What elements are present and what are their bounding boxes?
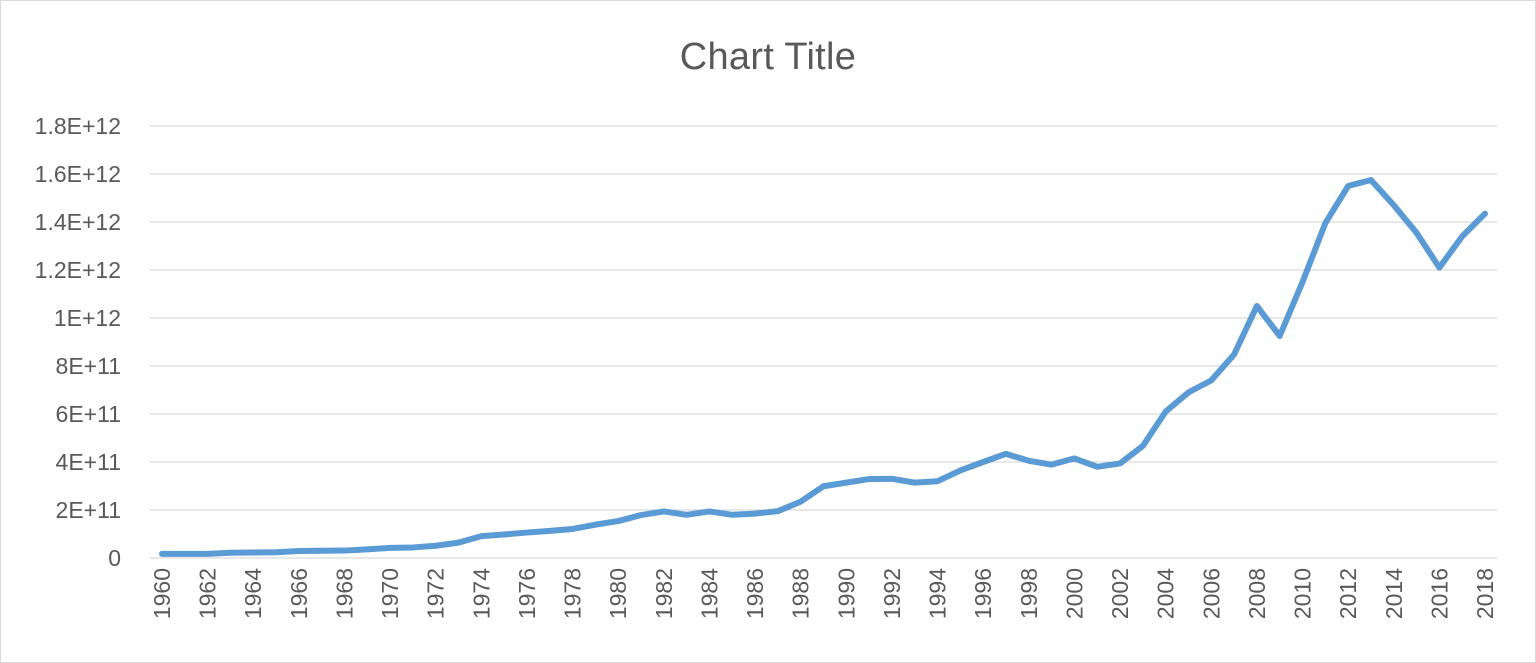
x-tick-label: 2010 xyxy=(1290,568,1316,619)
x-tick-label: 2000 xyxy=(1061,568,1087,619)
x-tick-label: 1998 xyxy=(1016,568,1042,619)
y-tick-label: 1E+12 xyxy=(54,305,121,331)
x-tick-label: 1962 xyxy=(195,568,221,619)
x-tick-label: 1990 xyxy=(833,568,859,619)
y-tick-label: 0 xyxy=(108,545,121,571)
x-tick-label: 1988 xyxy=(788,568,814,619)
x-tick-label: 1992 xyxy=(879,568,905,619)
x-tick-label: 1978 xyxy=(560,568,586,619)
chart-title: Chart Title xyxy=(679,36,857,78)
x-tick-label: 2006 xyxy=(1198,568,1224,619)
y-tick-label: 1.2E+12 xyxy=(35,257,121,283)
x-tick-label: 1982 xyxy=(651,568,677,619)
y-axis-tick-labels: 0 2E+11 4E+11 6E+11 8E+11 1E+12 1.2E+12 1.4E+12… xyxy=(35,113,121,571)
x-tick-label: 1972 xyxy=(423,568,449,619)
x-tick-label: 1986 xyxy=(742,568,768,619)
x-axis-tick-labels: 1960 1962 1964 1966 1968 1970 1972 1974 1976 1978… xyxy=(149,568,1498,619)
x-tick-label: 2012 xyxy=(1335,568,1361,619)
y-tick-label: 1.6E+12 xyxy=(35,161,121,187)
x-tick-label: 1960 xyxy=(149,568,175,619)
x-tick-label: 2014 xyxy=(1381,568,1407,619)
x-tick-label: 1966 xyxy=(286,568,312,619)
x-tick-label: 1994 xyxy=(925,568,951,619)
x-tick-label: 1968 xyxy=(331,568,357,619)
y-tick-label: 2E+11 xyxy=(56,497,121,523)
y-tick-label: 6E+11 xyxy=(56,401,121,427)
series-line xyxy=(159,177,1488,557)
x-tick-label: 1974 xyxy=(468,568,494,619)
x-tick-label: 2004 xyxy=(1153,568,1179,619)
x-tick-label: 2018 xyxy=(1472,568,1498,619)
gridlines xyxy=(150,125,1497,559)
x-tick-label: 1996 xyxy=(970,568,996,619)
series-layer xyxy=(159,177,1488,557)
x-tick-label: 1980 xyxy=(605,568,631,619)
x-tick-label: 1976 xyxy=(514,568,540,619)
x-tick-label: 1964 xyxy=(240,568,266,619)
x-tick-label: 2016 xyxy=(1426,568,1452,619)
y-tick-label: 8E+11 xyxy=(56,353,121,379)
y-tick-label: 4E+11 xyxy=(56,449,121,475)
y-tick-label: 1.4E+12 xyxy=(35,209,121,235)
y-tick-label: 1.8E+12 xyxy=(35,113,121,139)
x-tick-label: 2008 xyxy=(1244,568,1270,619)
data-points xyxy=(159,177,1488,557)
x-tick-label: 1984 xyxy=(696,568,722,619)
x-tick-label: 2002 xyxy=(1107,568,1133,619)
x-tick-label: 1970 xyxy=(377,568,403,619)
